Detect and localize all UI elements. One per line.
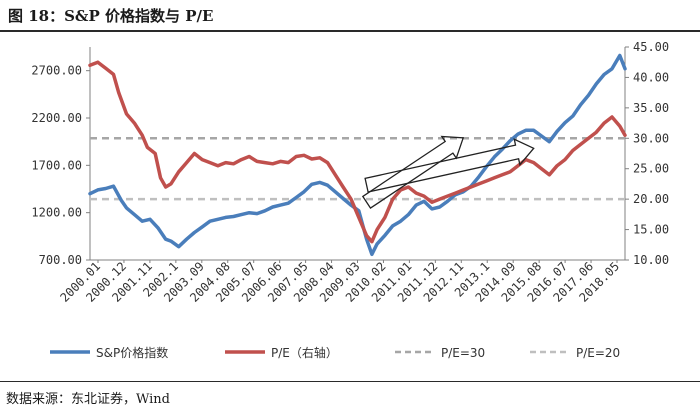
legend-label: P/E=20 [576,346,620,360]
right-tick-label: 10.00 [633,253,669,267]
trend-arrow-1 [361,135,465,210]
chart-legend: S&P价格指数 P/E（右轴） P/E=30 P/E=20 [50,345,620,360]
right-tick-label: 40.00 [633,70,669,84]
right-tick-label: 20.00 [633,192,669,206]
right-tick-label: 35.00 [633,101,669,115]
left-tick-label: 700.00 [39,253,82,267]
reference-lines [90,137,625,201]
figure-title: 图 18：S&P 价格指数与 P/E [8,7,214,25]
footer-rule [0,381,700,382]
left-tick-label: 1200.00 [31,206,82,220]
data-source-note: 数据来源：东北证券，Wind [6,392,170,407]
series-line-pe [88,60,627,244]
right-tick-label: 30.00 [633,131,669,145]
title-rule [0,30,700,32]
sp-pe-line-chart: 700.00 1200.00 1700.00 2200.00 2700.00 10.00 1… [31,40,669,360]
series-line-sp-index [88,53,627,257]
trend-arrows [361,135,535,210]
left-tick-label: 2700.00 [31,64,82,78]
chart-axes: 700.00 1200.00 1700.00 2200.00 2700.00 10.00 1… [31,40,669,305]
left-tick-label: 1700.00 [31,158,82,172]
right-tick-label: 25.00 [633,162,669,176]
left-tick-label: 2200.00 [31,111,82,125]
legend-label: P/E=30 [441,346,485,360]
data-series [88,53,627,257]
legend-label: S&P价格指数 [96,345,168,360]
right-tick-label: 15.00 [633,223,669,237]
trend-arrow-2 [364,138,535,193]
legend-label: P/E（右轴） [271,345,338,360]
right-tick-label: 45.00 [633,40,669,54]
